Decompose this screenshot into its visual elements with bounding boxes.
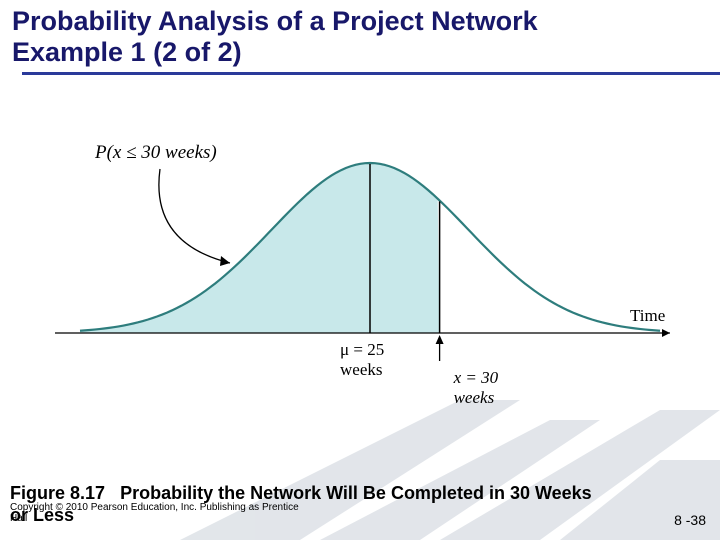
slide-title: Probability Analysis of a Project Networ…	[0, 0, 720, 75]
figure-caption: Figure 8.17 Probability the Network Will…	[10, 483, 710, 526]
title-line-1: Probability Analysis of a Project Networ…	[12, 6, 538, 36]
caption-text-1: Probability the Network Will Be Complete…	[120, 483, 592, 503]
svg-text:μ = 25weeks: μ = 25weeks	[340, 340, 384, 379]
page-number: 8 -38	[674, 512, 706, 528]
copyright-text: Copyright © 2010 Pearson Education, Inc.…	[10, 502, 299, 524]
svg-text:P(x ≤ 30 weeks): P(x ≤ 30 weeks)	[94, 142, 217, 163]
svg-text:x = 30weeks: x = 30weeks	[453, 368, 499, 407]
svg-text:Time: Time	[630, 306, 665, 325]
normal-curve-chart: P(x ≤ 30 weeks) Time μ = 25weeks x = 30week…	[40, 103, 680, 433]
title-underline	[22, 72, 720, 75]
caption-prefix: Figure 8.17	[10, 483, 105, 503]
title-line-2: Example 1 (2 of 2)	[12, 37, 242, 67]
figure: P(x ≤ 30 weeks) Time μ = 25weeks x = 30week…	[40, 103, 680, 433]
